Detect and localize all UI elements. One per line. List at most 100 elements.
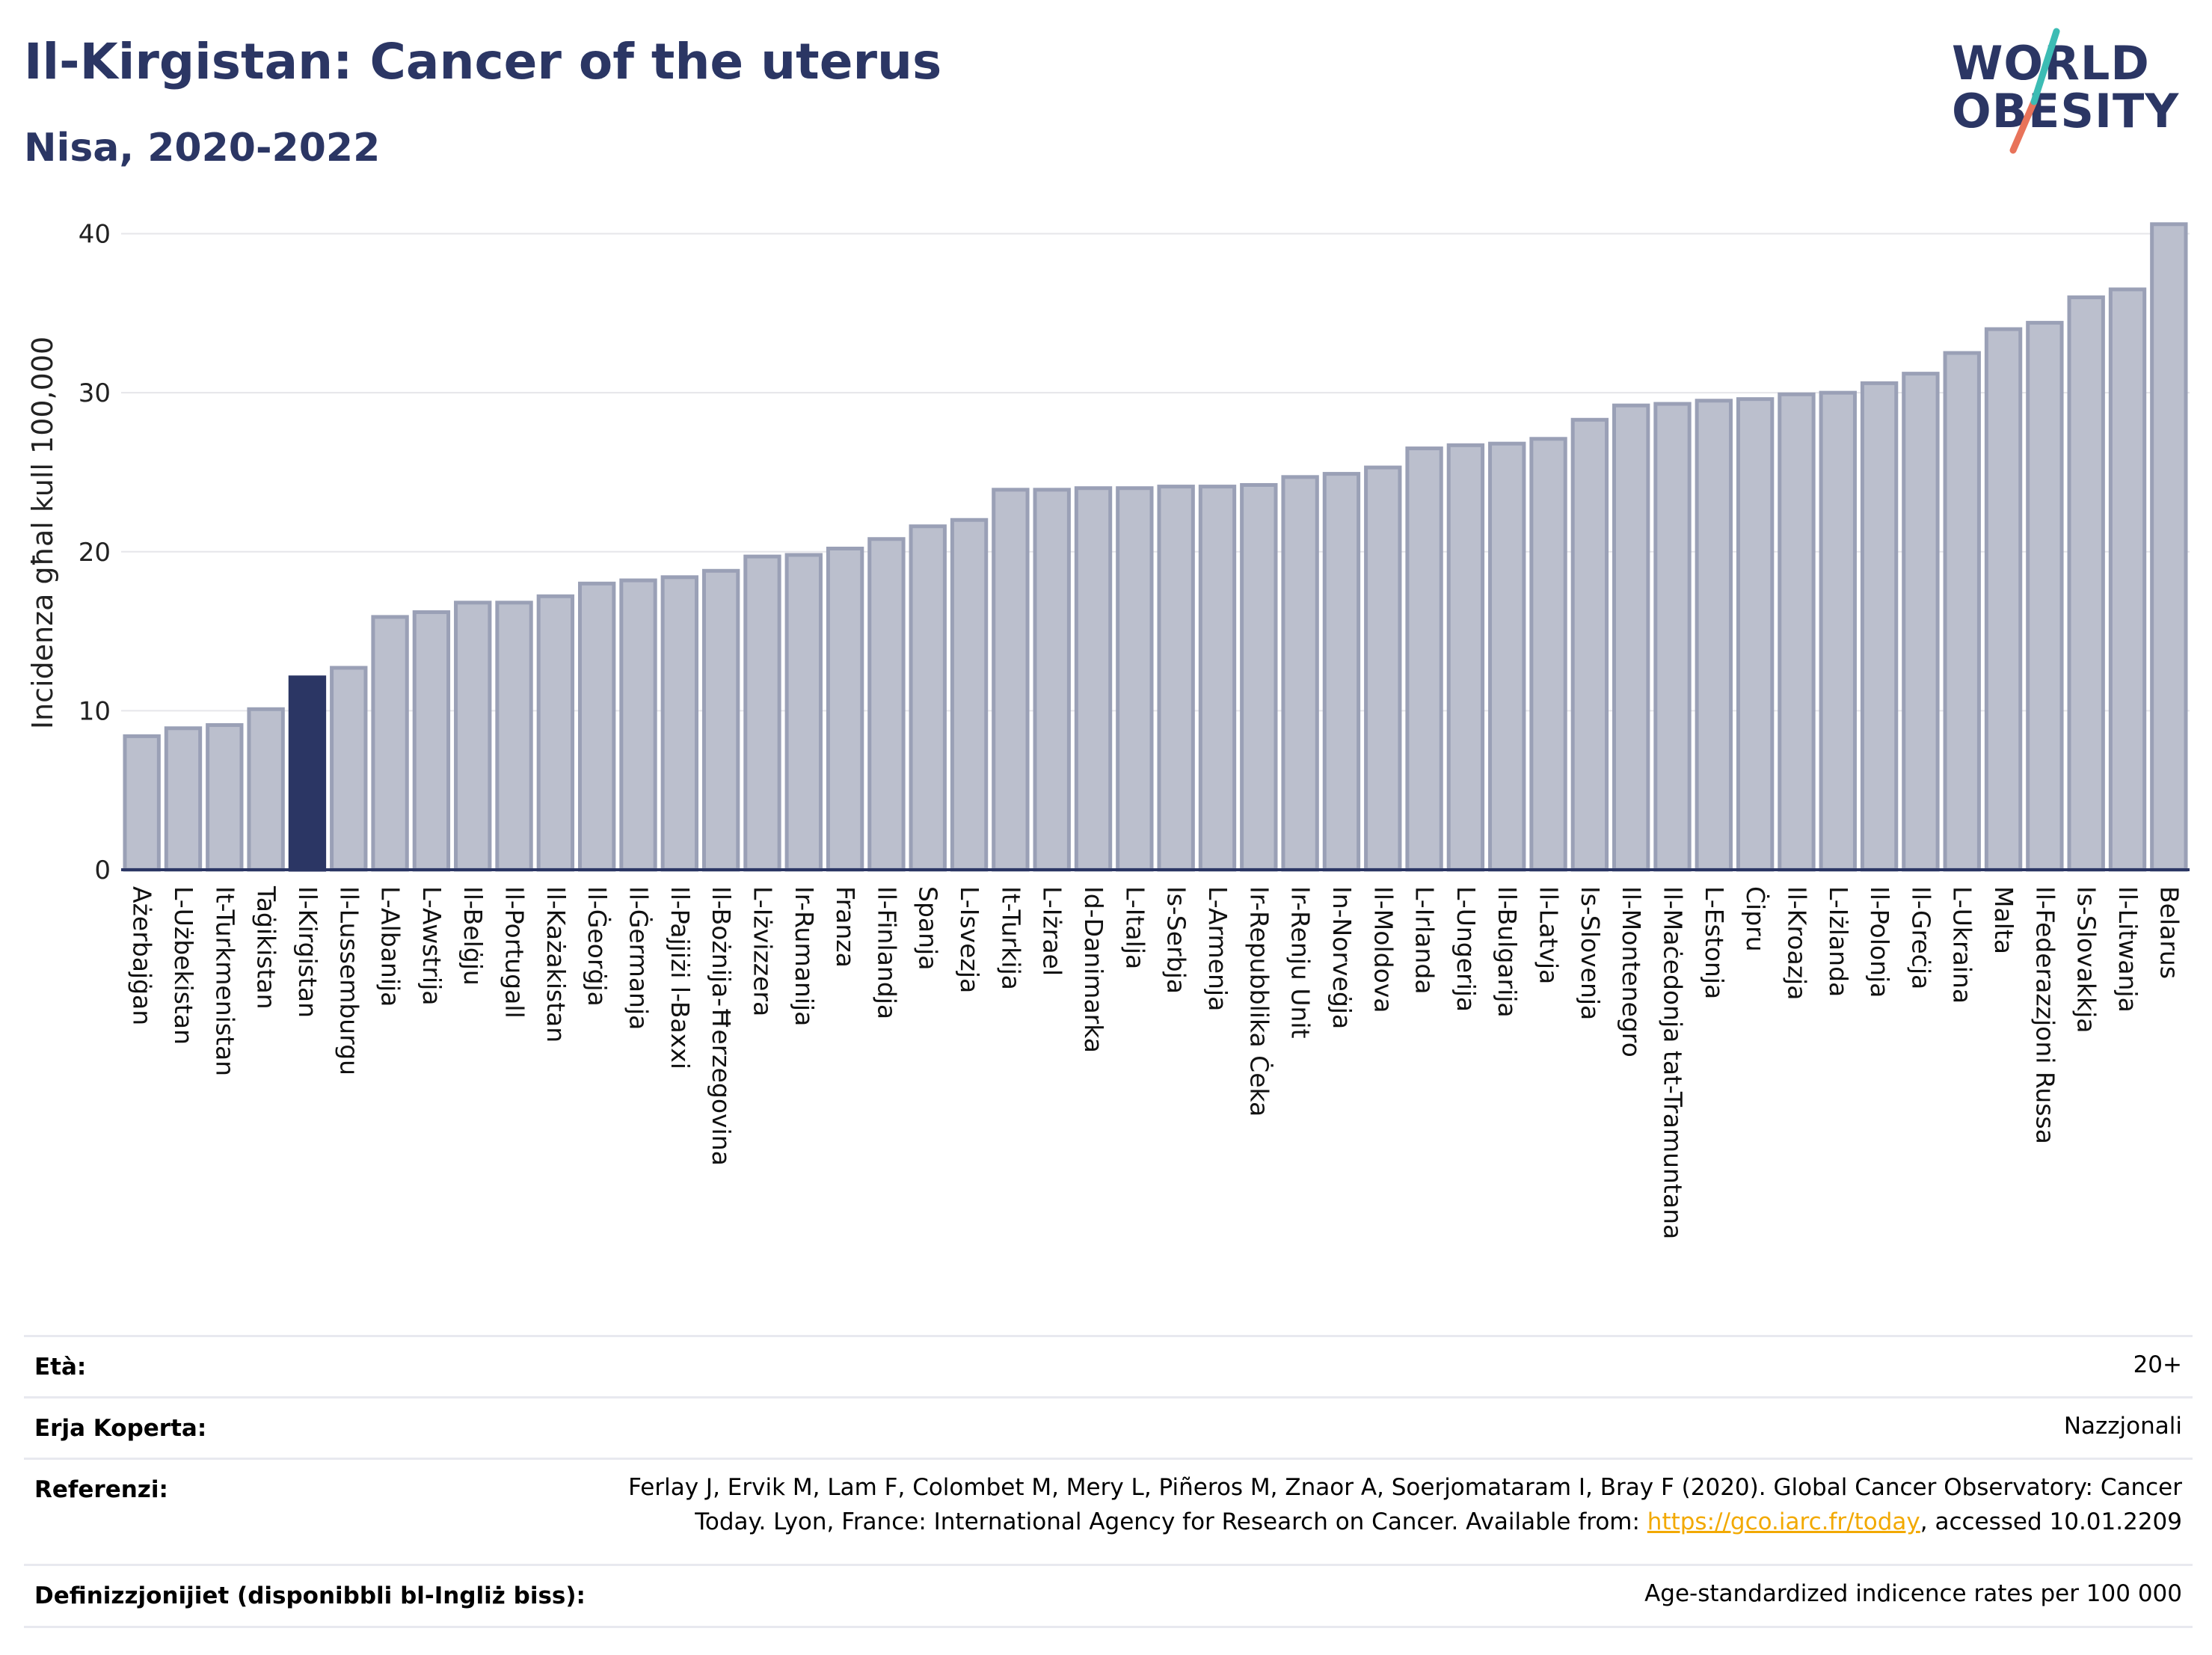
x-tick-label: Il-Montenegro [1617,886,1646,1057]
x-tick-label: L-Awstrija [417,886,446,1005]
bar [330,666,368,872]
x-tick-label: L-Iżlanda [1824,886,1853,997]
bar [1570,417,1609,872]
x-tick-label: Il-Pajjiżi l-Baxxi [666,886,695,1069]
x-tick-label: Id-Danimarka [1079,886,1108,1053]
y-tick-label: 0 [94,856,111,885]
x-tick-label: L-Italja [1120,886,1149,969]
bar [1198,485,1237,872]
bar [1405,446,1443,872]
bar [1281,475,1319,872]
x-tick-label: It-Turkmenistan [210,886,239,1076]
bar [1612,403,1650,872]
x-tick-label: Taġikistan [252,885,281,1010]
x-tick-label: Il-Greċja [1906,886,1935,989]
definitions-value: Age-standardized indicence rates per 100… [1644,1580,2182,1607]
x-tick-label: L-Estonja [1700,886,1729,999]
bar [1984,327,2023,872]
x-tick-label: Il-Latvja [1534,886,1564,984]
bar [206,723,244,872]
x-tick-label: Il-Portugall [500,886,529,1019]
bar [909,524,947,872]
reference-line-1: Ferlay J, Ervik M, Lam F, Colombet M, Me… [628,1474,2182,1501]
x-tick-label: L-Isvezja [955,886,984,993]
bar [2108,287,2147,872]
x-tick-label: L-Irlanda [1410,886,1440,995]
bar [784,553,823,872]
x-tick-label: L-Użbekistan [169,886,198,1045]
x-tick-label: Malta [1989,886,2018,954]
bar [660,575,699,872]
x-tick-label: Ir-Renju Unit [1286,886,1315,1039]
x-tick-label: L-Iżrael [1038,886,1067,976]
bar [1653,402,1692,872]
bar [495,601,533,872]
bar [288,675,327,872]
reference-link[interactable]: https://gco.iarc.fr/today [1647,1508,1920,1535]
bar [1074,486,1113,872]
x-tick-label: Belarus [2154,886,2184,979]
bar [454,601,492,872]
bar [743,554,781,872]
age-value: 20+ [2133,1351,2182,1378]
x-tick-label: Il-Litwanja [2113,886,2142,1013]
references-label: Referenzi: [34,1476,168,1503]
definitions-label: Definizzjonijiet (disponibbli bl-Ingliż … [34,1582,586,1609]
x-tick-label: Il-Bulgarija [1493,886,1522,1018]
bar [701,568,740,872]
y-tick-label: 30 [79,378,111,408]
bar [992,488,1030,872]
x-tick-label: L-Iżvizzera [748,886,777,1016]
x-tick-label: Ir-Repubblika Ċeka [1244,886,1274,1117]
x-tick-label: Ir-Rumanija [790,886,819,1026]
coverage-label: Erja Koperta: [34,1415,207,1442]
info-row-references: Referenzi: Ferlay J, Ervik M, Lam F, Col… [24,1458,2193,1565]
bar [867,537,906,872]
x-tick-label: Il-Moldova [1368,886,1398,1013]
bar [950,518,989,872]
bar [1322,472,1361,872]
bar [2150,222,2188,872]
bar [2067,295,2105,872]
info-row-definitions: Definizzjonijiet (disponibbli bl-Ingliż … [24,1564,2193,1628]
coverage-value: Nazzjonali [2063,1413,2182,1440]
bar [247,707,285,872]
x-tick-label: Il-Belġju [458,886,488,986]
bar [1116,486,1154,872]
x-tick-label: Ażerbajġan [128,886,157,1025]
bar [371,615,409,872]
x-tick-label: Il-Federazzjoni Russa [2030,886,2059,1144]
references-value: Ferlay J, Ervik M, Lam F, Colombet M, Me… [628,1470,2182,1539]
bar [1157,485,1195,872]
x-tick-label: Il-Kroazja [1782,886,1811,1000]
bar [1695,399,1733,872]
bar [1819,390,1857,872]
x-tick-label: Franza [831,886,860,968]
x-tick-label: Il-Ġermanja [624,886,654,1030]
x-tick-label: Spanja [914,886,943,970]
x-tick-label: Il-Kirgistan [293,886,322,1018]
reference-line-2-text: Today. Lyon, France: International Agenc… [695,1508,1647,1535]
bar [1778,392,1816,872]
x-tick-label: Il-Finlandja [872,886,901,1019]
bar [1488,441,1526,872]
x-tick-label: Il-Każakistan [541,886,571,1043]
bar [1529,437,1567,872]
x-tick-label: Is-Serbja [1162,886,1191,994]
bar [619,578,657,872]
bar [123,734,161,872]
bar [164,726,203,872]
y-axis-label: Incidenza għal kull 100,000 [26,337,59,729]
bar [1446,443,1485,872]
bar [577,581,616,872]
y-tick-label: 20 [79,538,111,568]
bar [1902,372,1940,872]
info-table: Età: 20+ Erja Koperta: Nazzjonali Refere… [24,1335,2193,1649]
bar [536,594,575,872]
reference-accessed: , accessed 10.01.2209 [1920,1508,2182,1535]
bar [1860,381,1899,872]
x-tick-label: Ċipru [1741,886,1771,952]
bar-chart: 0 10 20 30 40 Incidenza għal kull 100,000 Ażer… [26,220,2190,1239]
chart-title: Il-Kirgistan: Cancer of the uterus [24,33,942,90]
x-tick-label: In-Norveġja [1327,886,1357,1029]
